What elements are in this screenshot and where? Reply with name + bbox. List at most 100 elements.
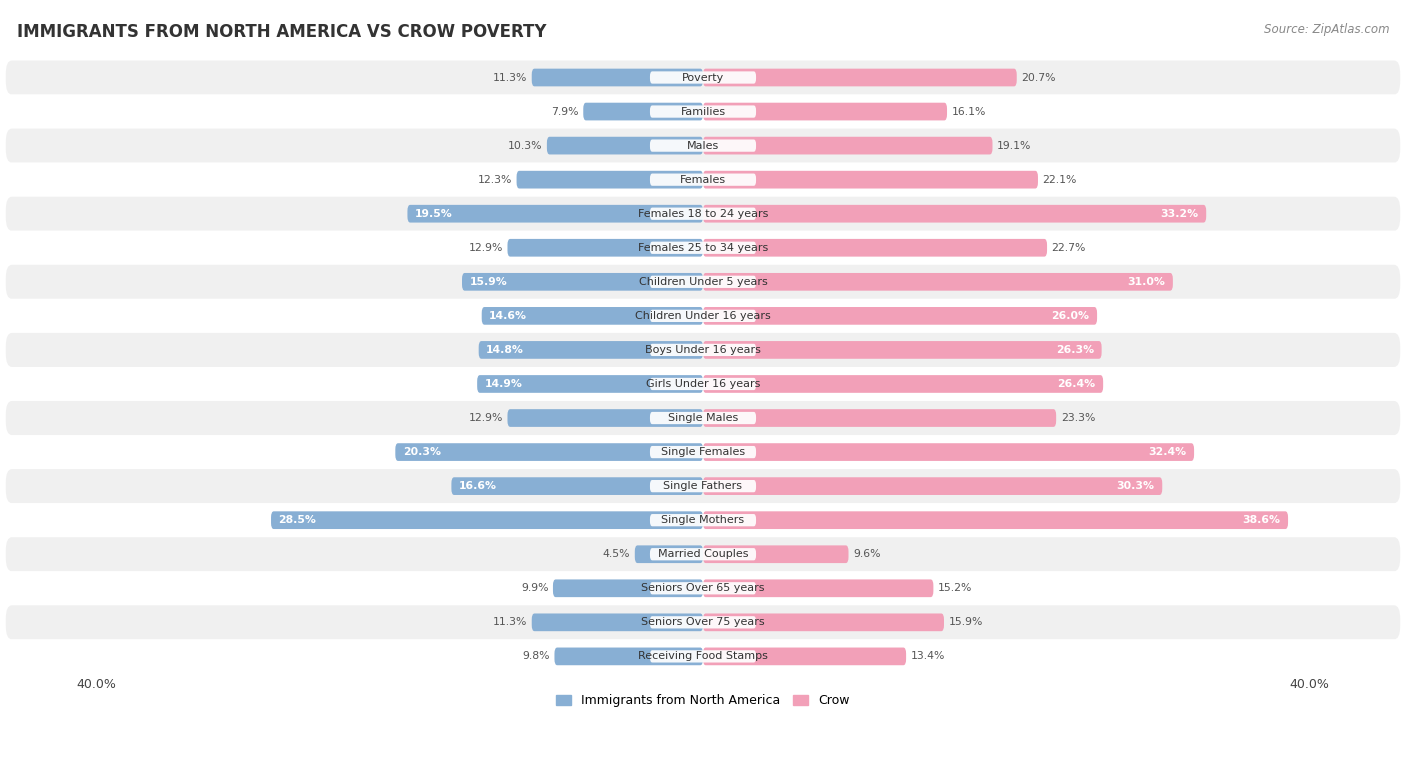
Text: 4.5%: 4.5% [603, 550, 630, 559]
Text: 33.2%: 33.2% [1160, 208, 1199, 219]
FancyBboxPatch shape [703, 579, 934, 597]
FancyBboxPatch shape [650, 174, 756, 186]
FancyBboxPatch shape [703, 69, 1017, 86]
FancyBboxPatch shape [703, 409, 1056, 427]
Text: Children Under 16 years: Children Under 16 years [636, 311, 770, 321]
Text: 19.5%: 19.5% [415, 208, 453, 219]
FancyBboxPatch shape [634, 545, 703, 563]
FancyBboxPatch shape [6, 129, 1400, 163]
FancyBboxPatch shape [650, 582, 756, 594]
FancyBboxPatch shape [477, 375, 703, 393]
FancyBboxPatch shape [703, 443, 1194, 461]
FancyBboxPatch shape [6, 572, 1400, 606]
Text: 11.3%: 11.3% [494, 73, 527, 83]
FancyBboxPatch shape [6, 606, 1400, 639]
Text: 12.3%: 12.3% [478, 174, 512, 185]
FancyBboxPatch shape [395, 443, 703, 461]
Text: Seniors Over 65 years: Seniors Over 65 years [641, 584, 765, 594]
FancyBboxPatch shape [650, 446, 756, 458]
FancyBboxPatch shape [650, 139, 756, 152]
Text: 9.6%: 9.6% [853, 550, 880, 559]
Text: 16.1%: 16.1% [952, 107, 986, 117]
Text: 14.9%: 14.9% [485, 379, 523, 389]
Text: 31.0%: 31.0% [1128, 277, 1166, 287]
FancyBboxPatch shape [650, 105, 756, 117]
FancyBboxPatch shape [703, 239, 1047, 257]
Text: Single Females: Single Females [661, 447, 745, 457]
Text: 9.9%: 9.9% [520, 584, 548, 594]
FancyBboxPatch shape [650, 377, 756, 390]
FancyBboxPatch shape [531, 613, 703, 631]
FancyBboxPatch shape [6, 503, 1400, 537]
FancyBboxPatch shape [451, 478, 703, 495]
FancyBboxPatch shape [6, 61, 1400, 95]
Text: 22.1%: 22.1% [1042, 174, 1077, 185]
Text: Seniors Over 75 years: Seniors Over 75 years [641, 617, 765, 628]
Text: 10.3%: 10.3% [508, 141, 543, 151]
FancyBboxPatch shape [650, 514, 756, 526]
Text: 12.9%: 12.9% [468, 413, 503, 423]
FancyBboxPatch shape [516, 171, 703, 189]
Text: 30.3%: 30.3% [1116, 481, 1154, 491]
FancyBboxPatch shape [463, 273, 703, 290]
FancyBboxPatch shape [703, 478, 1163, 495]
Text: 14.6%: 14.6% [489, 311, 527, 321]
Text: 28.5%: 28.5% [278, 515, 316, 525]
Legend: Immigrants from North America, Crow: Immigrants from North America, Crow [557, 694, 849, 707]
Text: 20.3%: 20.3% [404, 447, 441, 457]
FancyBboxPatch shape [703, 171, 1038, 189]
Text: Single Mothers: Single Mothers [661, 515, 745, 525]
Text: 15.9%: 15.9% [470, 277, 508, 287]
Text: Poverty: Poverty [682, 73, 724, 83]
Text: 19.1%: 19.1% [997, 141, 1032, 151]
FancyBboxPatch shape [553, 579, 703, 597]
Text: 26.4%: 26.4% [1057, 379, 1095, 389]
Text: 15.9%: 15.9% [949, 617, 983, 628]
Text: 14.8%: 14.8% [486, 345, 524, 355]
Text: 23.3%: 23.3% [1060, 413, 1095, 423]
Text: Married Couples: Married Couples [658, 550, 748, 559]
FancyBboxPatch shape [703, 307, 1097, 324]
FancyBboxPatch shape [703, 341, 1102, 359]
FancyBboxPatch shape [508, 409, 703, 427]
Text: Receiving Food Stamps: Receiving Food Stamps [638, 651, 768, 662]
FancyBboxPatch shape [6, 367, 1400, 401]
Text: Single Males: Single Males [668, 413, 738, 423]
Text: IMMIGRANTS FROM NORTH AMERICA VS CROW POVERTY: IMMIGRANTS FROM NORTH AMERICA VS CROW PO… [17, 23, 547, 41]
Text: 9.8%: 9.8% [523, 651, 550, 662]
FancyBboxPatch shape [650, 71, 756, 83]
FancyBboxPatch shape [6, 435, 1400, 469]
Text: 16.6%: 16.6% [458, 481, 496, 491]
FancyBboxPatch shape [703, 613, 943, 631]
FancyBboxPatch shape [6, 299, 1400, 333]
Text: 12.9%: 12.9% [468, 243, 503, 252]
FancyBboxPatch shape [650, 616, 756, 628]
FancyBboxPatch shape [703, 205, 1206, 223]
Text: Females 25 to 34 years: Females 25 to 34 years [638, 243, 768, 252]
Text: 22.7%: 22.7% [1052, 243, 1085, 252]
Text: 26.0%: 26.0% [1052, 311, 1090, 321]
FancyBboxPatch shape [508, 239, 703, 257]
FancyBboxPatch shape [6, 196, 1400, 230]
Text: 20.7%: 20.7% [1021, 73, 1056, 83]
FancyBboxPatch shape [547, 136, 703, 155]
FancyBboxPatch shape [650, 344, 756, 356]
FancyBboxPatch shape [482, 307, 703, 324]
FancyBboxPatch shape [650, 650, 756, 662]
FancyBboxPatch shape [703, 545, 848, 563]
Text: 38.6%: 38.6% [1243, 515, 1281, 525]
FancyBboxPatch shape [703, 512, 1288, 529]
FancyBboxPatch shape [650, 480, 756, 492]
FancyBboxPatch shape [271, 512, 703, 529]
FancyBboxPatch shape [478, 341, 703, 359]
FancyBboxPatch shape [6, 333, 1400, 367]
FancyBboxPatch shape [6, 469, 1400, 503]
FancyBboxPatch shape [6, 230, 1400, 265]
FancyBboxPatch shape [650, 412, 756, 424]
FancyBboxPatch shape [6, 639, 1400, 673]
FancyBboxPatch shape [650, 310, 756, 322]
FancyBboxPatch shape [6, 163, 1400, 196]
FancyBboxPatch shape [531, 69, 703, 86]
Text: Females 18 to 24 years: Females 18 to 24 years [638, 208, 768, 219]
FancyBboxPatch shape [650, 276, 756, 288]
